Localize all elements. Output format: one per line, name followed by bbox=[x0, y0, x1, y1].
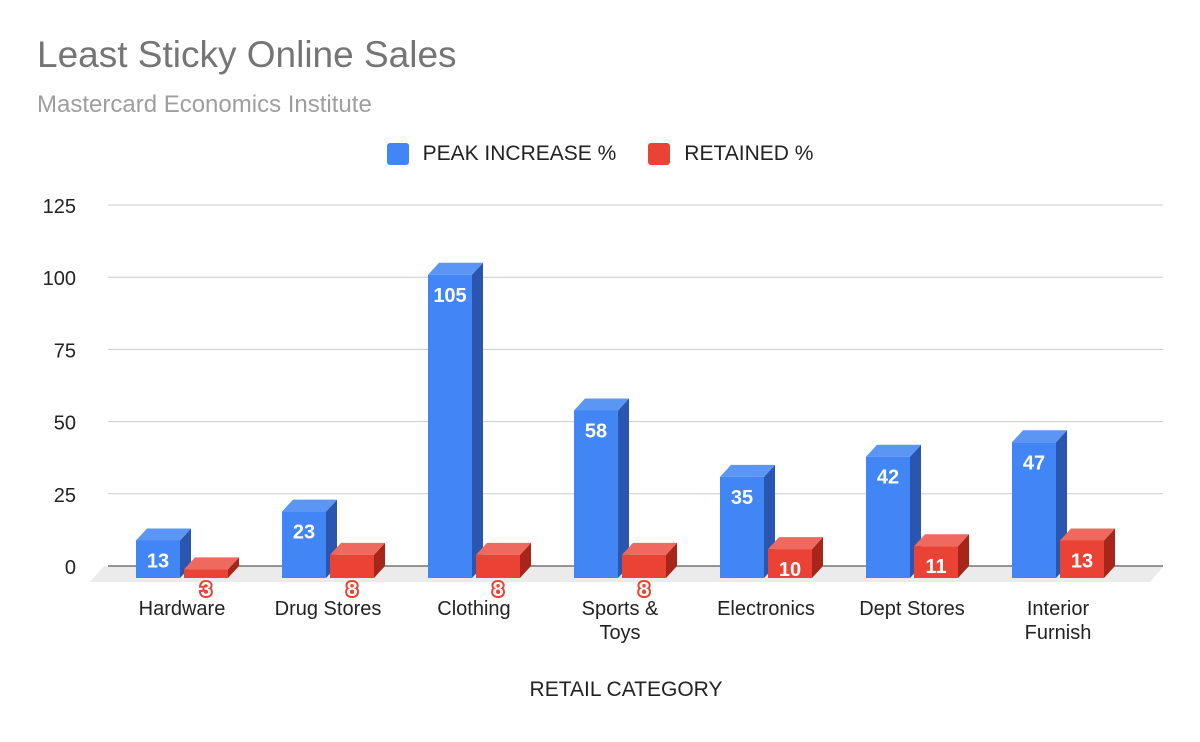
bar-top bbox=[428, 262, 483, 275]
bar-side bbox=[958, 534, 969, 578]
bar-peak-increase bbox=[1012, 442, 1056, 578]
bar-side bbox=[1104, 528, 1115, 578]
data-label: 58 bbox=[585, 420, 607, 442]
bar-top bbox=[622, 542, 677, 555]
legend-item-peak-increase[interactable]: PEAK INCREASE % bbox=[386, 142, 617, 166]
bar-peak-increase bbox=[282, 511, 326, 578]
x-tick-label: Hardware bbox=[139, 598, 226, 620]
y-tick-label: 25 bbox=[54, 485, 76, 507]
bar-peak-increase bbox=[428, 274, 472, 578]
data-label: 13 bbox=[147, 550, 169, 572]
data-label: 11 bbox=[925, 556, 946, 578]
data-label: 105 bbox=[433, 285, 466, 307]
bar-side bbox=[666, 542, 677, 578]
bar-peak-increase bbox=[866, 456, 910, 578]
data-label: 10 bbox=[779, 559, 801, 581]
bar-top bbox=[476, 542, 531, 555]
data-label: 8 bbox=[346, 579, 357, 601]
data-label: 47 bbox=[1023, 452, 1045, 474]
bar-top bbox=[914, 534, 969, 547]
y-tick-label: 0 bbox=[65, 557, 76, 579]
bar-top bbox=[768, 537, 823, 550]
bar-side bbox=[472, 262, 483, 578]
x-tick-label: Clothing bbox=[437, 598, 510, 620]
bar-retained bbox=[184, 569, 228, 578]
bar-top bbox=[136, 528, 191, 541]
data-label: 42 bbox=[877, 467, 899, 489]
data-label: 35 bbox=[731, 487, 753, 509]
x-tick-label: Interior bbox=[1027, 598, 1090, 620]
y-tick-label: 125 bbox=[43, 196, 76, 218]
x-tick-label: Sports & bbox=[582, 598, 659, 620]
data-label: 13 bbox=[1071, 550, 1093, 572]
bar-peak-increase bbox=[720, 476, 764, 578]
bar-side bbox=[228, 557, 239, 578]
bar-retained bbox=[622, 554, 666, 578]
legend-swatch-retained bbox=[648, 143, 671, 165]
legend-item-retained[interactable]: RETAINED % bbox=[648, 142, 813, 166]
bar-retained bbox=[476, 554, 520, 578]
bar-side bbox=[520, 542, 531, 578]
x-tick-label: Toys bbox=[599, 622, 640, 644]
bar-retained bbox=[914, 546, 958, 578]
data-label: 8 bbox=[638, 579, 649, 601]
legend-label-retained: RETAINED % bbox=[684, 142, 814, 165]
bar-top bbox=[1060, 528, 1115, 541]
bar-top bbox=[574, 398, 629, 411]
x-axis-title: RETAIL CATEGORY bbox=[529, 678, 723, 701]
bar-side bbox=[374, 542, 385, 578]
y-tick-label: 100 bbox=[43, 268, 76, 290]
y-tick-label: 50 bbox=[54, 413, 76, 435]
x-tick-label: Furnish bbox=[1025, 622, 1092, 644]
chart-title: Least Sticky Online Sales bbox=[37, 34, 457, 75]
bar-top bbox=[720, 464, 775, 477]
bar-side bbox=[618, 398, 629, 578]
legend-label-peak-increase: PEAK INCREASE % bbox=[422, 142, 617, 165]
bar-top bbox=[330, 542, 385, 555]
bar-retained bbox=[330, 554, 374, 578]
y-tick-label: 75 bbox=[54, 340, 76, 362]
x-tick-label: Electronics bbox=[717, 598, 815, 620]
bar-retained bbox=[1060, 540, 1104, 578]
bar-top bbox=[866, 444, 921, 457]
bar-top bbox=[1012, 430, 1067, 443]
data-label: 8 bbox=[492, 579, 503, 601]
bar-retained bbox=[768, 549, 812, 578]
bar-peak-increase bbox=[574, 410, 618, 578]
bar-top bbox=[184, 557, 239, 570]
chart-subtitle: Mastercard Economics Institute bbox=[37, 91, 372, 118]
bar-peak-increase bbox=[136, 540, 180, 578]
data-label: 3 bbox=[200, 579, 211, 601]
legend-swatch-peak-increase bbox=[386, 143, 409, 165]
x-tick-label: Drug Stores bbox=[275, 598, 382, 620]
bar-top bbox=[282, 499, 337, 512]
data-label: 23 bbox=[293, 522, 315, 544]
x-tick-label: Dept Stores bbox=[859, 598, 965, 620]
legend: PEAK INCREASE % RETAINED % bbox=[0, 142, 1200, 166]
bar-side bbox=[812, 537, 823, 578]
